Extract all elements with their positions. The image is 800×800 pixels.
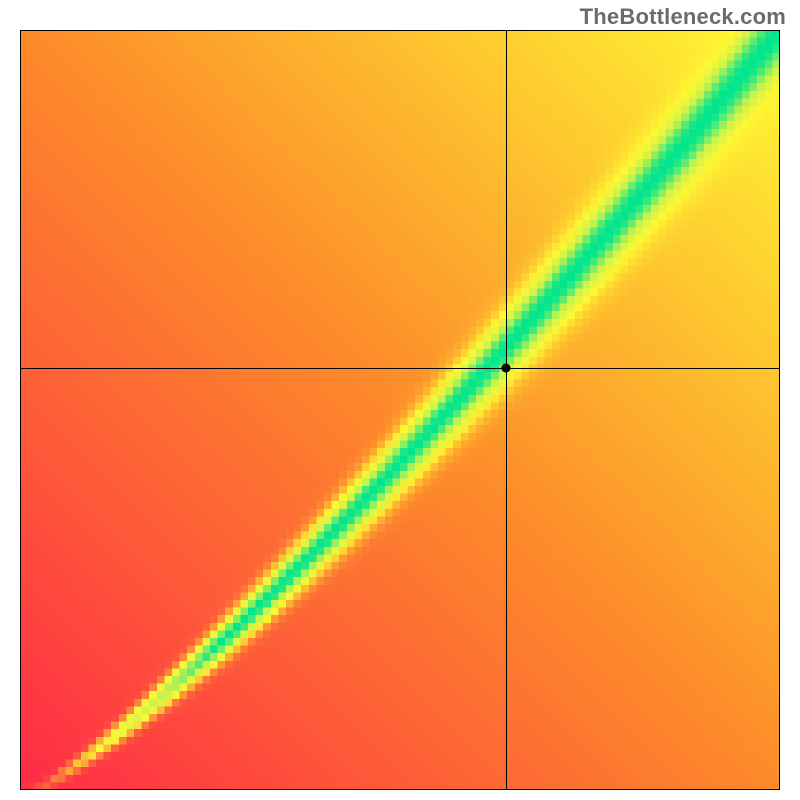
bottleneck-heatmap: [20, 30, 780, 790]
heatmap-canvas: [20, 30, 780, 790]
watermark-text: TheBottleneck.com: [580, 4, 786, 30]
